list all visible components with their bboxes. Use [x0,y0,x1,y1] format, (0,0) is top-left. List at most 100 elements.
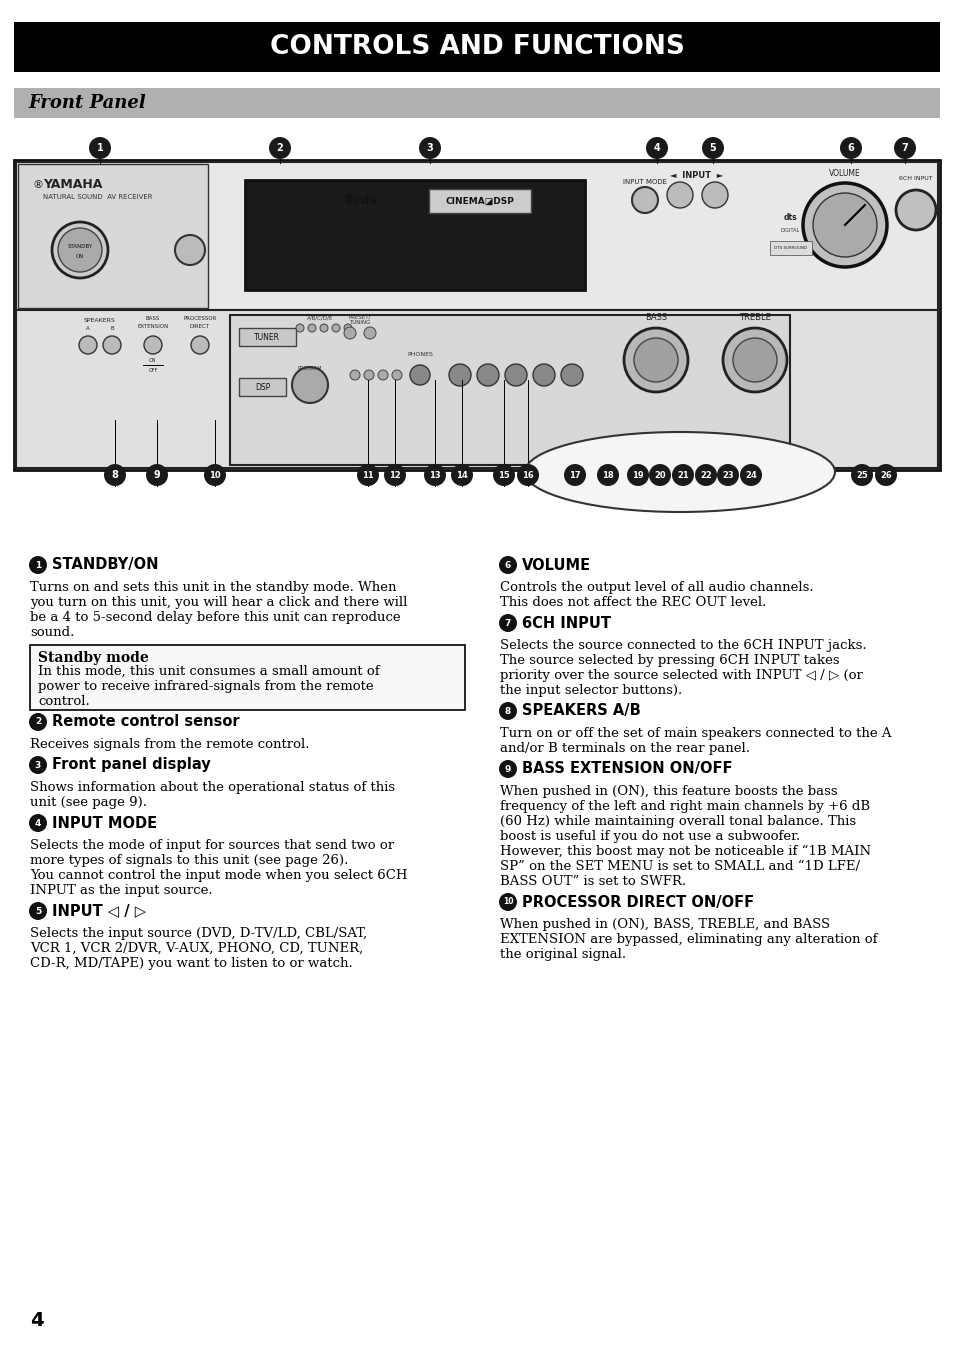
Circle shape [418,137,440,159]
Text: 20: 20 [654,470,665,480]
Text: 9: 9 [504,764,511,774]
Text: 13: 13 [429,470,440,480]
Text: EXTENSION: EXTENSION [137,324,169,329]
Text: BASS EXTENSION ON/OFF: BASS EXTENSION ON/OFF [521,762,732,776]
Circle shape [449,364,471,386]
Text: CONTROLS AND FUNCTIONS: CONTROLS AND FUNCTIONS [270,34,683,61]
Text: PROGRAM: PROGRAM [297,365,322,371]
Circle shape [29,756,47,774]
Circle shape [498,892,517,911]
Circle shape [476,364,498,386]
Circle shape [874,464,896,487]
Text: 2: 2 [35,717,41,727]
Text: Controls the output level of all audio channels.: Controls the output level of all audio c… [499,581,813,594]
Text: ◄  INPUT  ►: ◄ INPUT ► [670,170,723,179]
Text: Turns on and sets this unit in the standby mode. When: Turns on and sets this unit in the stand… [30,581,396,594]
Text: ON: ON [75,253,84,259]
Text: 9: 9 [153,470,160,480]
Circle shape [204,464,226,487]
Text: ON: ON [149,357,156,363]
Text: STANDBY/ON: STANDBY/ON [52,558,158,573]
Circle shape [89,137,111,159]
Text: 23: 23 [721,470,733,480]
Circle shape [451,464,473,487]
Text: more types of signals to this unit (see page 26).: more types of signals to this unit (see … [30,855,348,867]
Circle shape [79,336,97,355]
Ellipse shape [524,431,834,512]
Text: SP” on the SET MENU is set to SMALL and “1D LFE/: SP” on the SET MENU is set to SMALL and … [499,860,859,874]
Circle shape [29,902,47,919]
Circle shape [893,137,915,159]
Text: Standby mode: Standby mode [38,651,149,665]
Text: Shows information about the operational status of this: Shows information about the operational … [30,780,395,794]
Text: the original signal.: the original signal. [499,948,625,961]
Circle shape [29,713,47,731]
Bar [16,310,937,468]
Text: 4: 4 [34,818,41,828]
Circle shape [364,369,374,380]
Text: When pushed in (ON), this feature boosts the bass: When pushed in (ON), this feature boosts… [499,785,837,798]
Circle shape [146,464,168,487]
Circle shape [648,464,670,487]
Text: 4: 4 [653,143,659,154]
Text: 12: 12 [389,470,400,480]
Text: 14: 14 [456,470,467,480]
Circle shape [701,137,723,159]
Text: 11: 11 [362,470,374,480]
Circle shape [631,187,658,213]
Circle shape [533,364,555,386]
Circle shape [269,137,291,159]
Circle shape [517,464,538,487]
Text: DIRECT: DIRECT [190,324,210,329]
Text: 5: 5 [35,906,41,915]
Bar [769,241,811,255]
Circle shape [560,364,582,386]
Text: 1: 1 [35,561,41,569]
Text: 8: 8 [504,706,511,716]
Circle shape [740,464,761,487]
Text: 7: 7 [504,619,511,628]
Text: the input selector buttons).: the input selector buttons). [499,683,681,697]
Circle shape [626,464,648,487]
Text: Receives signals from the remote control.: Receives signals from the remote control… [30,737,309,751]
Bar [16,162,937,310]
Text: INPUT MODE: INPUT MODE [52,816,157,830]
Circle shape [174,235,205,266]
Text: SPEAKERS: SPEAKERS [84,318,115,322]
Text: 18: 18 [601,470,613,480]
Text: VOLUME: VOLUME [828,170,860,178]
Text: 26: 26 [880,470,891,480]
Text: BASS: BASS [146,317,160,322]
Circle shape [332,324,339,332]
Bar [14,88,939,119]
Circle shape [103,336,121,355]
Text: power to receive infrared-signals from the remote: power to receive infrared-signals from t… [38,679,374,693]
Text: Front panel display: Front panel display [52,758,211,772]
Text: Selects the source connected to the 6CH INPUT jacks.: Selects the source connected to the 6CH … [499,639,865,652]
Text: DSP: DSP [255,383,271,391]
Text: A/B/C/D/E: A/B/C/D/E [307,315,333,321]
Text: 17: 17 [569,470,580,480]
Text: 21: 21 [677,470,688,480]
Text: When pushed in (ON), BASS, TREBLE, and BASS: When pushed in (ON), BASS, TREBLE, and B… [499,918,829,931]
Text: CD-R, MD/TAPE) you want to listen to or watch.: CD-R, MD/TAPE) you want to listen to or … [30,957,353,971]
Text: INPUT ◁ / ▷: INPUT ◁ / ▷ [52,903,146,918]
Text: 10: 10 [209,470,220,480]
Circle shape [144,336,162,355]
Text: Selects the input source (DVD, D-TV/LD, CBL/SAT,: Selects the input source (DVD, D-TV/LD, … [30,927,367,940]
Circle shape [104,464,126,487]
Text: unit (see page 9).: unit (see page 9). [30,797,147,809]
Text: ®: ® [32,181,43,190]
Circle shape [350,369,359,380]
Bar [18,164,208,307]
Circle shape [634,338,678,381]
FancyBboxPatch shape [429,189,531,213]
Text: 22: 22 [700,470,711,480]
Circle shape [52,222,108,278]
Text: 3: 3 [426,143,433,154]
Text: STANDBY: STANDBY [68,244,92,248]
Text: boost is useful if you do not use a subwoofer.: boost is useful if you do not use a subw… [499,830,800,842]
Text: INPUT MODE: INPUT MODE [622,179,666,185]
Text: 3: 3 [35,760,41,770]
Text: DIGITAL: DIGITAL [780,228,799,232]
